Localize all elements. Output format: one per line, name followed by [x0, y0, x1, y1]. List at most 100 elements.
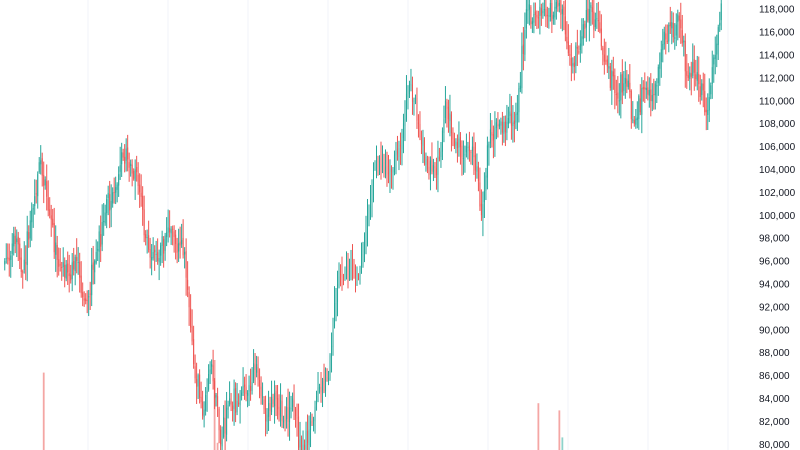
- candle-up: [618, 100, 620, 102]
- candle-up: [280, 400, 282, 417]
- candle-up: [290, 408, 292, 410]
- candle-down: [20, 257, 22, 272]
- candle-down: [61, 266, 63, 268]
- candle-up: [443, 119, 445, 133]
- candle-down: [534, 11, 536, 15]
- candle-down: [536, 14, 538, 18]
- candle-up: [611, 70, 613, 91]
- candle-down: [59, 264, 61, 266]
- candle-down: [510, 113, 512, 126]
- candle-up: [325, 379, 327, 392]
- candle-up: [197, 375, 199, 387]
- candle-down: [341, 275, 343, 278]
- candle-down: [53, 223, 55, 253]
- candle-up: [590, 5, 592, 8]
- candle-up: [241, 392, 243, 396]
- candle-down: [89, 293, 91, 295]
- candle-down: [347, 265, 349, 275]
- candle-up: [221, 439, 223, 447]
- candle-up: [223, 417, 225, 437]
- candle-up: [707, 109, 709, 116]
- volume-bar: [216, 442, 219, 450]
- candle-up: [465, 146, 467, 153]
- candle-up: [62, 262, 64, 268]
- candle-down: [650, 89, 652, 102]
- candle-up: [515, 113, 517, 123]
- candle-down: [140, 192, 142, 197]
- price-tick-label: 110,000: [759, 96, 795, 107]
- candle-up: [316, 395, 318, 405]
- volume-bar: [537, 403, 540, 450]
- candle-down: [567, 41, 569, 54]
- candle-down: [35, 193, 37, 195]
- candle-up: [121, 152, 123, 165]
- candle-up: [242, 385, 244, 393]
- candle-down: [386, 165, 388, 175]
- candle-up: [392, 169, 394, 173]
- candle-up: [166, 232, 168, 237]
- candle-up: [410, 84, 412, 86]
- candle-down: [355, 273, 357, 279]
- candle-down: [615, 93, 617, 96]
- candle-down: [76, 257, 78, 262]
- candle-up: [125, 148, 127, 161]
- candle-down: [644, 87, 646, 90]
- candle-up: [579, 43, 581, 50]
- candle-up: [251, 382, 253, 391]
- candle-up: [152, 252, 154, 259]
- candle-up: [181, 239, 183, 245]
- candle-up: [495, 122, 497, 128]
- candle-up: [110, 200, 112, 210]
- candle-down: [513, 120, 515, 124]
- candle-up: [710, 85, 712, 95]
- candle-up: [23, 259, 25, 270]
- candle-down: [122, 152, 124, 158]
- candle-down: [387, 172, 389, 174]
- candle-down: [281, 401, 283, 422]
- candle-down: [194, 366, 196, 379]
- candle-down: [665, 33, 667, 40]
- volume-bar: [42, 372, 45, 450]
- candle-down: [284, 419, 286, 421]
- candle-down: [128, 162, 130, 168]
- candle-up: [322, 381, 324, 395]
- candle-up: [97, 249, 99, 251]
- candle-up: [455, 141, 457, 146]
- price-tick-label: 84,000: [759, 394, 790, 405]
- candle-up: [422, 137, 424, 146]
- candle-down: [606, 59, 608, 67]
- candle-down: [522, 44, 524, 54]
- candle-down: [136, 167, 138, 173]
- candle-up: [95, 251, 97, 263]
- candle-up: [509, 111, 511, 117]
- candle-down: [569, 54, 571, 56]
- candle-down: [263, 399, 265, 410]
- candle-up: [677, 14, 679, 22]
- candle-down: [70, 274, 72, 281]
- candle-down: [154, 249, 156, 253]
- candle-up: [486, 145, 488, 178]
- candle-down: [434, 166, 436, 169]
- candle-down: [259, 380, 261, 390]
- candle-down: [179, 241, 181, 246]
- price-axis[interactable]: 80,000 82,000 84,000 86,000 88,000 90,000 92,0…: [759, 5, 796, 450]
- candle-down: [185, 251, 187, 278]
- candle-down: [58, 259, 60, 267]
- candle-down: [686, 71, 688, 76]
- candle-up: [467, 146, 469, 148]
- candle-up: [471, 146, 473, 152]
- candle-up: [384, 167, 386, 174]
- candle-down: [419, 123, 421, 138]
- candle-up: [206, 391, 208, 394]
- price-tick-label: 100,000: [759, 211, 796, 222]
- candle-up: [248, 385, 250, 392]
- candle-up: [211, 364, 213, 367]
- candle-up: [160, 245, 162, 256]
- candle-up: [440, 151, 442, 158]
- candle-down: [127, 147, 129, 160]
- candle-down: [597, 20, 599, 22]
- candle-up: [31, 209, 33, 223]
- candle-down: [172, 228, 174, 230]
- price-tick-label: 102,000: [759, 188, 796, 199]
